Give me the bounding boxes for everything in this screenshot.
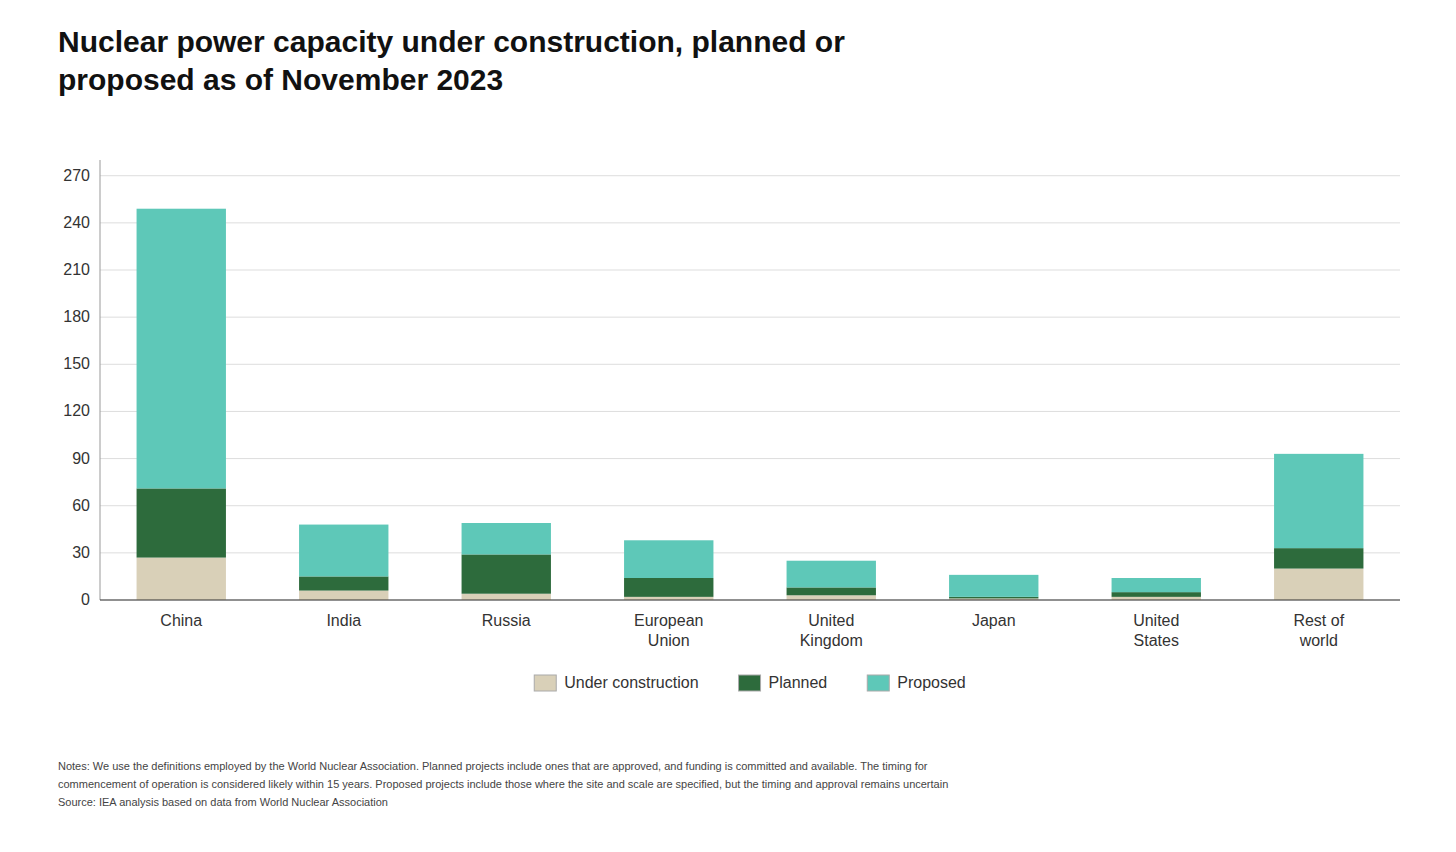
- legend-swatch: [867, 675, 889, 691]
- bar: [137, 558, 226, 600]
- bar: [787, 595, 876, 600]
- y-tick-label: 0: [81, 591, 90, 608]
- y-tick-label: 120: [63, 402, 90, 419]
- y-tick-label: 30: [72, 544, 90, 561]
- x-axis-line: [100, 600, 1400, 601]
- y-axis: 0 30 60 90 120 150 180 210 240 270: [63, 167, 1400, 608]
- bar: [1112, 592, 1201, 597]
- bar: [299, 525, 388, 577]
- x-tick-label: Rest ofworld: [1293, 612, 1344, 649]
- grid-line: [100, 505, 1400, 506]
- bar: [1112, 578, 1201, 592]
- bar: [137, 488, 226, 557]
- y-tick-label: 210: [63, 261, 90, 278]
- grid-line: [100, 600, 1400, 601]
- grid-line: [100, 317, 1400, 318]
- y-tick-label: 150: [63, 355, 90, 372]
- bar: [624, 540, 713, 578]
- bar: [137, 209, 226, 489]
- grid-line: [100, 458, 1400, 459]
- bar: [299, 591, 388, 600]
- legend-swatch: [739, 675, 761, 691]
- legend-item: Planned: [739, 674, 828, 691]
- y-tick-label: 180: [63, 308, 90, 325]
- x-tick-label: China: [160, 612, 202, 629]
- x-tick-label: UnitedKingdom: [800, 612, 863, 649]
- legend-label: Proposed: [897, 674, 966, 691]
- bar: [787, 561, 876, 588]
- chart: Nuclear power capacity under constructio…: [0, 0, 1456, 852]
- grid-line: [100, 270, 1400, 271]
- legend-item: Proposed: [867, 674, 966, 691]
- bar: [787, 587, 876, 595]
- y-tick-label: 270: [63, 167, 90, 184]
- x-tick-label: Russia: [482, 612, 531, 629]
- bar: [624, 578, 713, 597]
- legend-label: Planned: [769, 674, 828, 691]
- grid-line: [100, 364, 1400, 365]
- bar: [1274, 569, 1363, 600]
- y-tick-label: 240: [63, 214, 90, 231]
- bar: [299, 576, 388, 590]
- x-tick-label: EuropeanUnion: [634, 612, 703, 649]
- bar: [462, 594, 551, 600]
- legend: Under construction Planned Proposed: [534, 674, 966, 691]
- y-tick-label: 90: [72, 450, 90, 467]
- grid-line: [100, 175, 1400, 176]
- legend-item: Under construction: [534, 674, 698, 691]
- legend-swatch: [534, 675, 556, 691]
- x-tick-label: UnitedStates: [1133, 612, 1179, 649]
- y-axis-line: [100, 160, 101, 600]
- y-tick-label: 60: [72, 497, 90, 514]
- bar: [462, 554, 551, 593]
- bars: [137, 209, 1364, 600]
- grid-line: [100, 222, 1400, 223]
- bar: [949, 575, 1038, 597]
- x-tick-label: India: [326, 612, 361, 629]
- legend-label: Under construction: [564, 674, 698, 691]
- background: [0, 0, 1456, 852]
- bar: [1274, 454, 1363, 548]
- bar: [1274, 548, 1363, 568]
- bar: [462, 523, 551, 554]
- x-axis: China India Russia EuropeanUnion UnitedKingd…: [160, 612, 1344, 649]
- grid-line: [100, 552, 1400, 553]
- notes: Notes: We use the definitions employed b…: [58, 760, 948, 808]
- title: Nuclear power capacity under constructio…: [58, 25, 845, 96]
- bar: [949, 597, 1038, 599]
- x-tick-label: Japan: [972, 612, 1016, 629]
- grid-line: [100, 411, 1400, 412]
